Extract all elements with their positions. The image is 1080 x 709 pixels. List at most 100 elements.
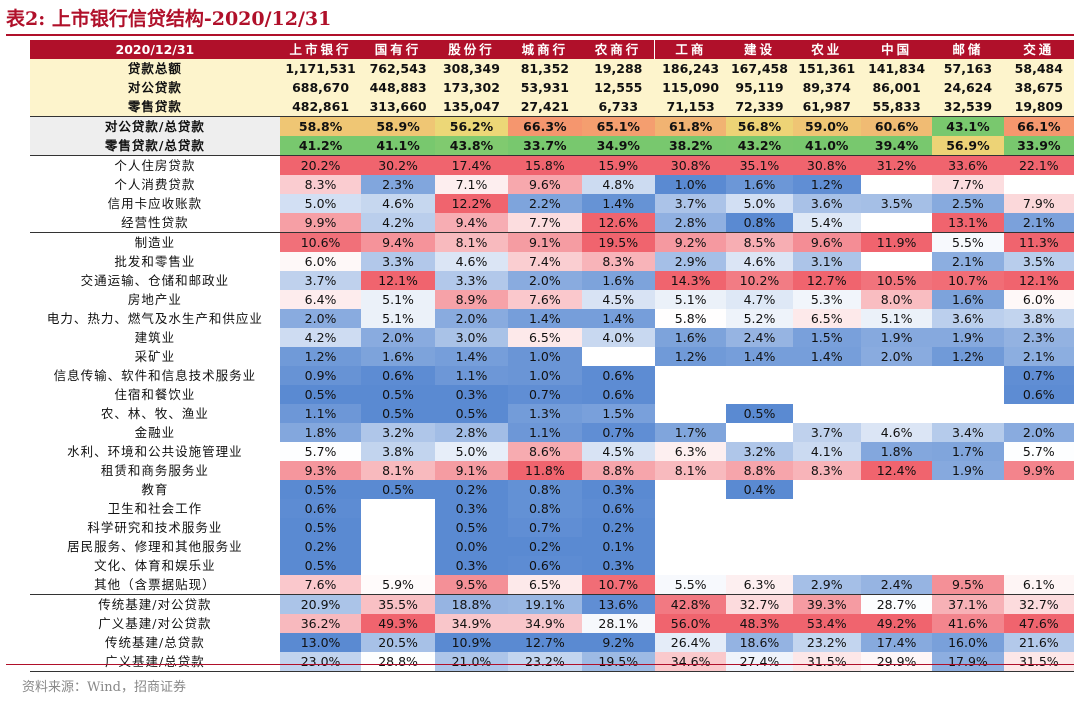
table-row: 交通运输、仓储和邮政业 3.7% 12.1% 3.3% 2.0% 1.6% 14.3% 10.… [30,271,1074,290]
table-cell [655,385,726,404]
table-cell [1004,556,1074,575]
table-cell: 7.7% [508,213,582,233]
table-cell: 4.6% [726,252,793,271]
table-cell: 1.9% [932,461,1004,480]
table-cell: 3.3% [361,252,435,271]
table-cell: 30.8% [792,155,861,175]
table-cell: 13.1% [932,213,1004,233]
table-cell [361,537,434,556]
table-cell: 61,987 [792,97,861,117]
header-date: 2020/12/31 [30,40,280,59]
table-cell: 41.0% [792,136,861,156]
table-cell: 5.1% [860,309,933,328]
table-cell: 1.6% [581,271,655,290]
table-cell: 28.8% [361,652,435,672]
row-label: 经营性贷款 [30,213,280,233]
table-cell: 21.0% [434,652,509,672]
table-row: 水利、环境和公共设施管理业 5.7% 3.8% 5.0% 8.6% 4.5% 6.3% 3.2… [30,442,1074,461]
table-cell: 31.5% [1003,652,1074,672]
table-cell: 19.5% [581,652,655,672]
table-cell: 1.4% [581,194,655,213]
row-label: 对公贷款/总贷款 [30,116,280,136]
table-cell: 2.8% [654,213,727,233]
table-cell: 18.8% [434,594,509,614]
table-cell: 31.2% [860,155,933,175]
table-cell: 11.8% [508,461,582,480]
table-cell: 58.9% [361,116,435,136]
table-cell: 49.3% [361,614,435,633]
table-cell: 37.1% [932,594,1004,614]
table-cell: 1.2% [792,175,861,194]
table-cell: 47.6% [1003,614,1074,633]
row-label: 零售贷款/总贷款 [30,136,280,156]
table-cell [793,404,861,423]
table-cell [361,556,434,575]
table-cell: 81,352 [508,59,582,78]
row-label: 零售贷款 [30,97,280,117]
table-cell: 2.0% [860,347,933,366]
table-cell: 43.8% [434,136,509,156]
table-cell: 38,675 [1003,78,1074,97]
table-cell: 34.9% [508,614,582,633]
table-cell: 8.3% [792,461,861,480]
table-cell: 8.1% [654,461,727,480]
table-cell: 1.0% [654,175,727,194]
table-cell: 34.9% [434,614,509,633]
table-cell: 0.6% [361,366,435,385]
table-cell [861,518,932,537]
table-cell: 0.7% [508,518,582,537]
table-cell: 2.0% [361,328,435,347]
row-label: 建筑业 [134,329,176,345]
table-cell: 18.6% [726,633,793,652]
table-cell [793,499,861,518]
table-cell: 0.5% [361,480,435,499]
table-cell: 688,670 [279,78,362,97]
row-label: 传统基建/总贷款 [105,634,205,650]
table-cell: 7.1% [434,175,509,194]
table-cell: 0.6% [508,556,582,575]
loan-structure-table: 2020/12/31 上市银行 国有行 股份行 城商行 农商行 工商 建设 农业 中国 邮储 交通 贷款… [30,40,1074,672]
table-cell: 59.0% [792,116,861,136]
table-cell: 115,090 [654,78,727,97]
table-cell: 1.4% [508,309,582,328]
table-cell [655,518,726,537]
header-bank: 农商行 [581,40,655,59]
table-cell: 8.3% [279,175,362,194]
table-cell: 43.1% [932,116,1004,136]
table-cell [655,556,726,575]
table-cell: 1.7% [654,423,727,442]
table-cell: 95,119 [726,78,793,97]
table-cell: 0.6% [581,366,655,385]
table-cell: 0.3% [434,385,509,404]
table-cell [655,480,726,499]
table-title: 表2: 上市银行信贷结构-2020/12/31 [6,8,332,30]
row-label: 房地产业 [127,291,182,307]
table-cell: 0.5% [279,518,362,537]
table-cell: 0.5% [361,385,435,404]
table-cell [932,404,1003,423]
table-cell: 6.4% [279,290,362,309]
table-cell: 72,339 [726,97,793,117]
table-row: 制造业 10.6% 9.4% 8.1% 9.1% 19.5% 9.2% 8.5% 9.6% 11.… [30,232,1074,252]
table-row: 对公贷款/总贷款 58.8% 58.9% 56.2% 66.3% 65.1% 61.8% 56… [30,116,1074,136]
table-cell [861,252,932,271]
table-cell: 61.8% [654,116,727,136]
table-cell: 2.3% [1003,328,1074,347]
table-cell: 1.4% [581,309,655,328]
table-cell: 56.0% [654,614,727,633]
table-cell: 28.1% [581,614,655,633]
table-row: 农、林、牧、渔业 1.1% 0.5% 0.5% 1.3% 1.5% 0.5% [30,404,1074,423]
row-label: 租赁和商务服务业 [100,462,209,478]
table-cell: 1.8% [860,442,933,461]
table-cell [726,518,792,537]
table-cell: 49.2% [860,614,933,633]
table-cell: 89,374 [792,78,861,97]
table-cell [726,366,792,385]
table-cell: 34.9% [581,136,655,156]
table-cell: 1.8% [279,423,362,442]
table-cell: 38.2% [654,136,727,156]
table-cell: 12.7% [508,633,582,652]
table-cell: 5.8% [654,309,727,328]
table-cell: 20.2% [279,155,362,175]
table-cell: 0.6% [581,385,655,404]
